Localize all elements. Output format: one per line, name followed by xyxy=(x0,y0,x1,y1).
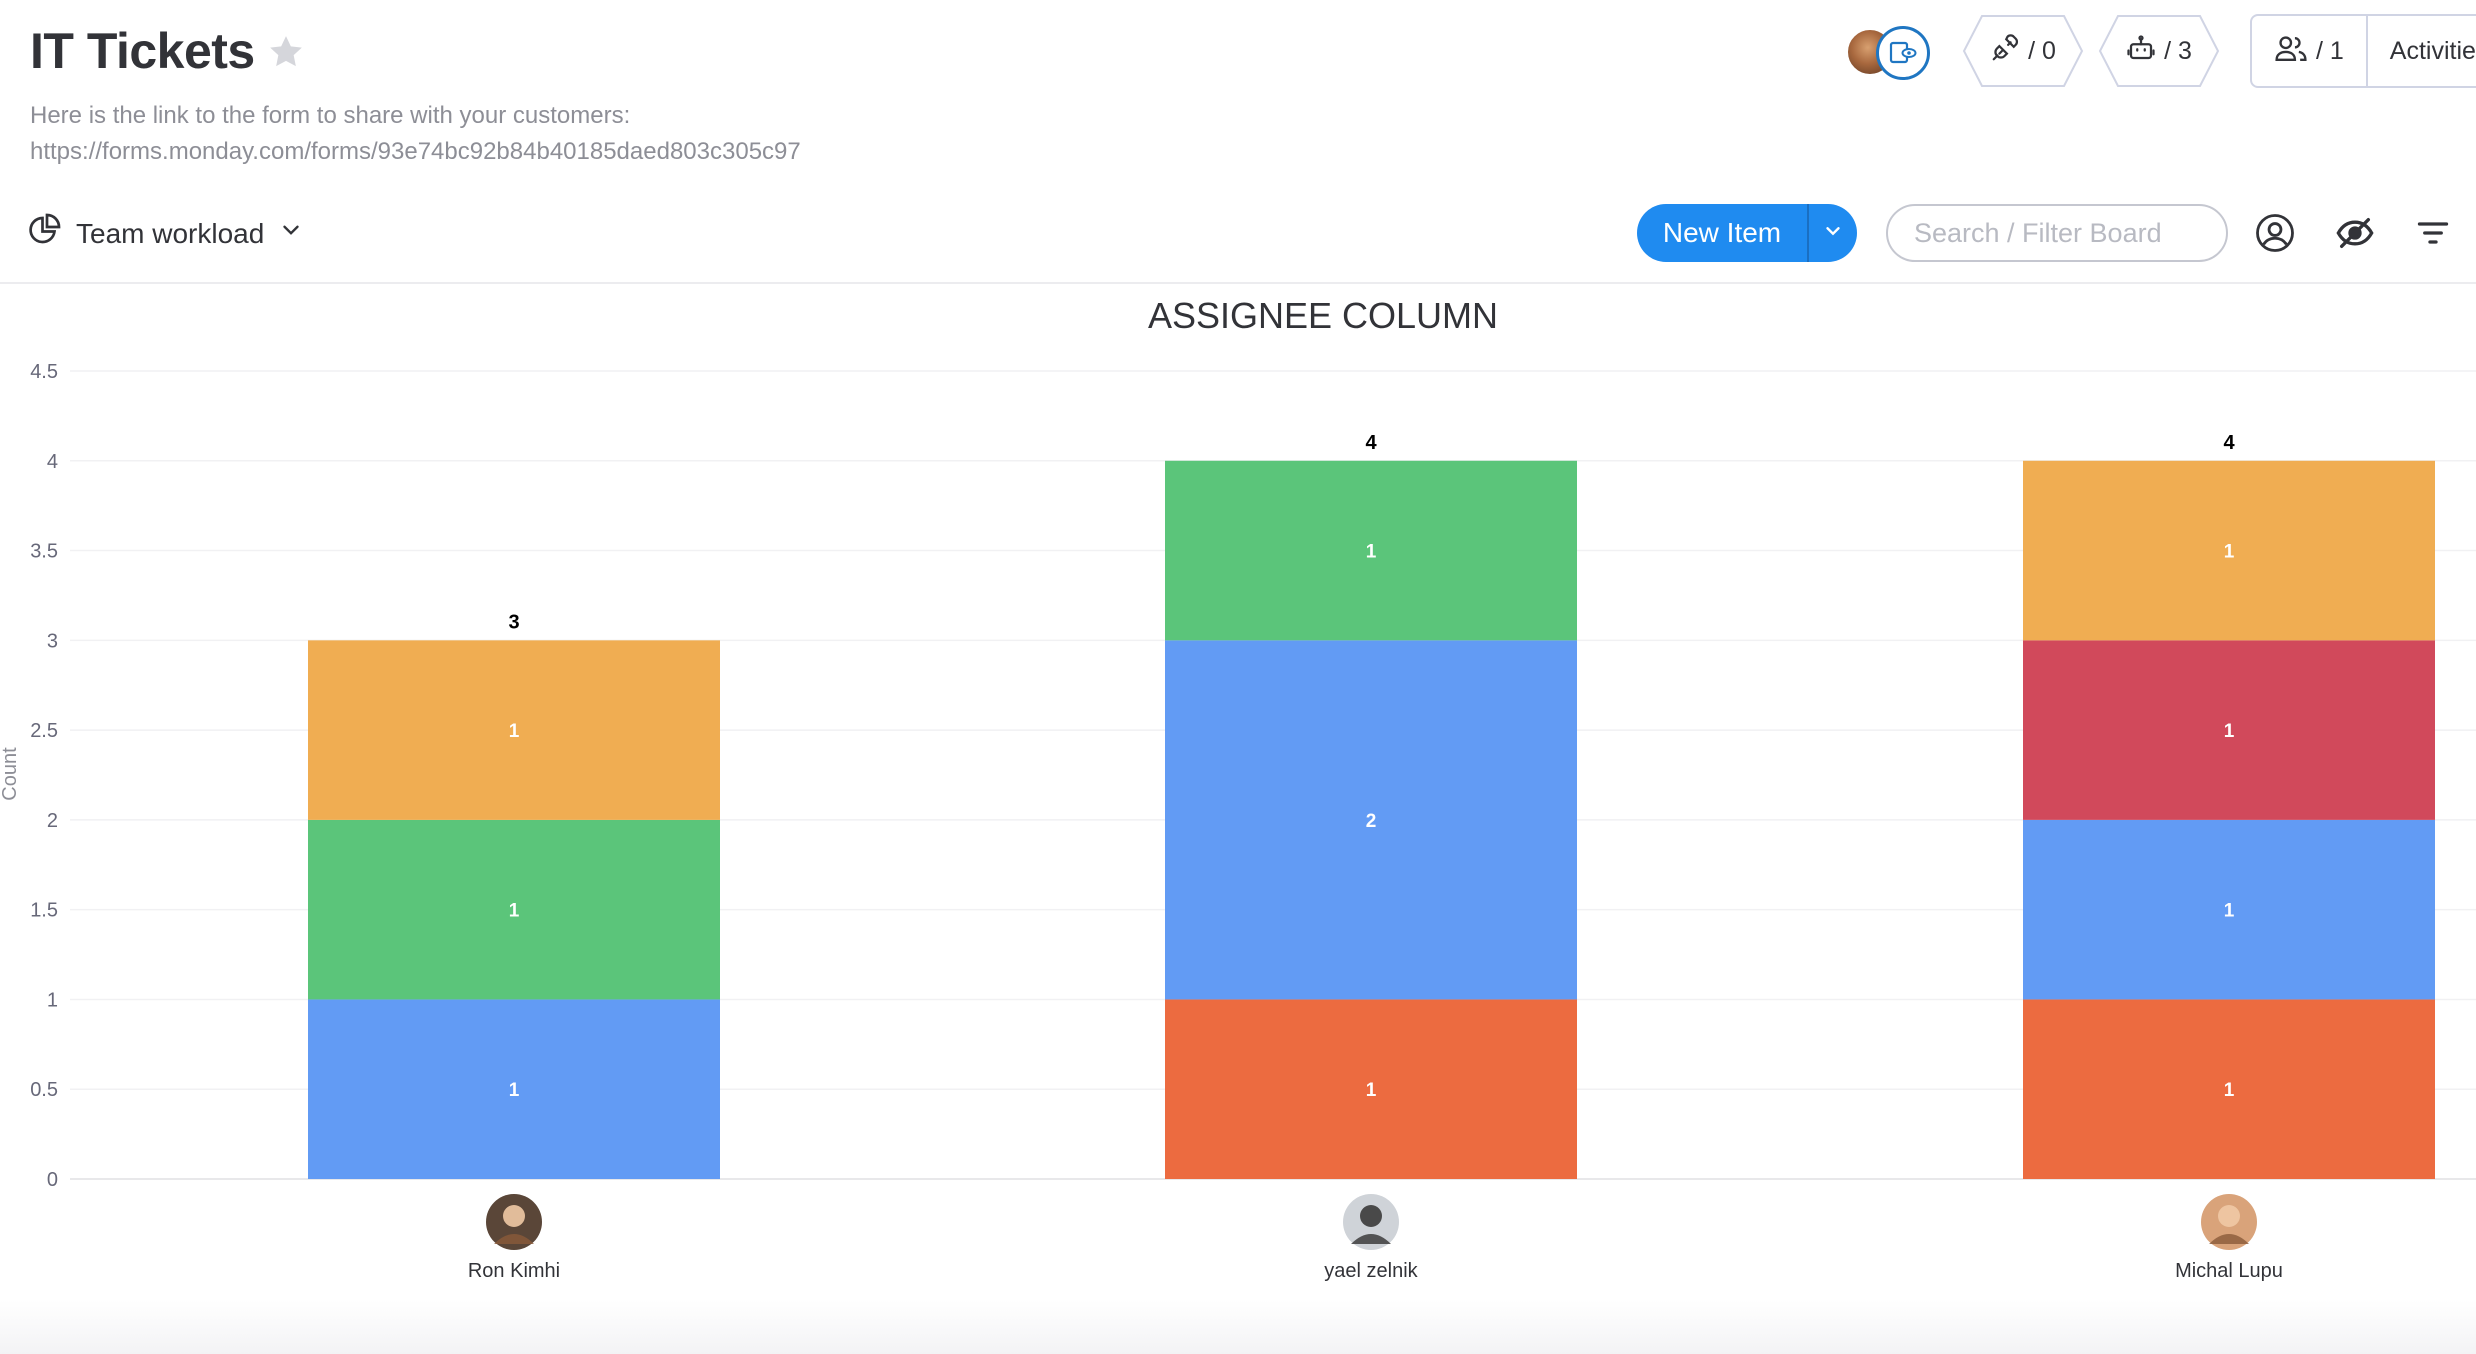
x-category-label: yael zelnik xyxy=(1324,1260,1418,1282)
chart-title: ASSIGNEE COLUMN xyxy=(1148,295,1498,336)
avatar-face xyxy=(503,1205,525,1227)
avatar-body xyxy=(494,1234,534,1244)
avatar-face xyxy=(2218,1205,2240,1227)
chevron-down-icon xyxy=(1822,217,1844,249)
plug-icon xyxy=(1990,33,2020,70)
view-name: Team workload xyxy=(76,217,265,249)
form-link[interactable]: https://forms.monday.com/forms/93e74bc92… xyxy=(30,138,801,165)
board-subscribers[interactable] xyxy=(1846,26,1936,80)
hide-icon[interactable] xyxy=(2332,210,2378,256)
assignee-avatar xyxy=(2201,1194,2257,1250)
bar-segment xyxy=(2023,999,2435,1179)
description-text: Here is the link to the form to share wi… xyxy=(30,102,631,129)
new-item-button[interactable]: New Item xyxy=(1637,204,1857,262)
bar-segment xyxy=(2023,819,2435,1000)
new-item-dropdown[interactable] xyxy=(1809,204,1857,262)
filter-icon[interactable] xyxy=(2410,210,2456,256)
star-icon[interactable] xyxy=(266,32,306,72)
y-tick-label: 4 xyxy=(47,451,58,473)
automations-button[interactable]: / 3 xyxy=(2098,14,2220,88)
x-category-label: Ron Kimhi xyxy=(468,1260,560,1282)
bar-segment xyxy=(1165,640,1577,1000)
board-title[interactable]: IT Tickets xyxy=(30,23,255,79)
bar-segment xyxy=(308,640,720,820)
y-tick-label: 1 xyxy=(47,989,58,1011)
bar-total-label: 4 xyxy=(1365,432,1377,454)
bar-segment xyxy=(2023,460,2435,641)
invite-members-button[interactable]: / 1 Activitie xyxy=(2250,14,2476,88)
y-tick-label: 1.5 xyxy=(30,900,58,922)
members-count: / 1 xyxy=(2316,36,2344,65)
avatar-face xyxy=(1360,1205,1382,1227)
y-tick-label: 3 xyxy=(47,630,58,652)
toolbar-divider xyxy=(0,282,2476,284)
person-filter-icon[interactable] xyxy=(2252,210,2298,256)
board-description[interactable]: Here is the link to the form to share wi… xyxy=(30,98,801,170)
y-tick-label: 2 xyxy=(47,810,58,832)
bar-segment xyxy=(1165,460,1577,641)
robot-icon xyxy=(2126,33,2156,70)
members-section[interactable]: / 1 xyxy=(2252,16,2368,86)
bar-segment xyxy=(308,999,720,1179)
pie-chart-icon xyxy=(26,212,62,255)
automations-count: / 3 xyxy=(2164,36,2192,65)
y-tick-label: 4.5 xyxy=(30,361,58,383)
new-item-label[interactable]: New Item xyxy=(1637,204,1809,262)
stacked-bar-chart: ASSIGNEE COLUMN Count 0 0.5 1 1.5 2 2.5 3 3.5 4 4… xyxy=(0,295,2476,1337)
y-tick-label: 0 xyxy=(47,1169,58,1191)
avatar-body xyxy=(2209,1234,2249,1244)
segment-value-label: 1 xyxy=(509,901,520,922)
bar-segment xyxy=(308,819,720,1000)
y-tick-label: 0.5 xyxy=(30,1079,58,1101)
bar-total-label: 3 xyxy=(508,611,519,633)
segment-value-label: 1 xyxy=(509,1080,520,1101)
bar-segment xyxy=(1165,999,1577,1179)
footer-shadow xyxy=(0,1300,2476,1354)
y-tick-label: 2.5 xyxy=(30,720,58,742)
segment-value-label: 1 xyxy=(1366,542,1377,563)
avatar-body xyxy=(1351,1234,1391,1244)
y-tick-label: 3.5 xyxy=(30,541,58,563)
segment-value-label: 1 xyxy=(509,721,520,742)
integrations-button[interactable]: / 0 xyxy=(1962,14,2084,88)
search-input[interactable] xyxy=(1886,204,2228,262)
assignee-avatar xyxy=(1343,1194,1399,1250)
integrations-count: / 0 xyxy=(2028,36,2056,65)
bar-total-label: 4 xyxy=(2223,432,2235,454)
y-axis-label: Count xyxy=(0,747,21,801)
segment-value-label: 1 xyxy=(2224,542,2235,563)
segment-value-label: 1 xyxy=(1366,1080,1377,1101)
segment-value-label: 1 xyxy=(2224,901,2235,922)
segment-value-label: 1 xyxy=(2224,721,2235,742)
segment-value-label: 1 xyxy=(2224,1080,2235,1101)
segment-value-label: 2 xyxy=(1366,811,1377,832)
activity-button[interactable]: Activitie xyxy=(2389,36,2476,65)
bar-segment xyxy=(2023,640,2435,820)
chevron-down-icon xyxy=(278,217,304,250)
x-category-label: Michal Lupu xyxy=(2175,1260,2283,1282)
guest-access-icon[interactable] xyxy=(1876,26,1930,80)
assignee-avatar xyxy=(486,1194,542,1250)
people-icon xyxy=(2274,33,2308,70)
view-selector[interactable]: Team workload xyxy=(26,212,304,255)
